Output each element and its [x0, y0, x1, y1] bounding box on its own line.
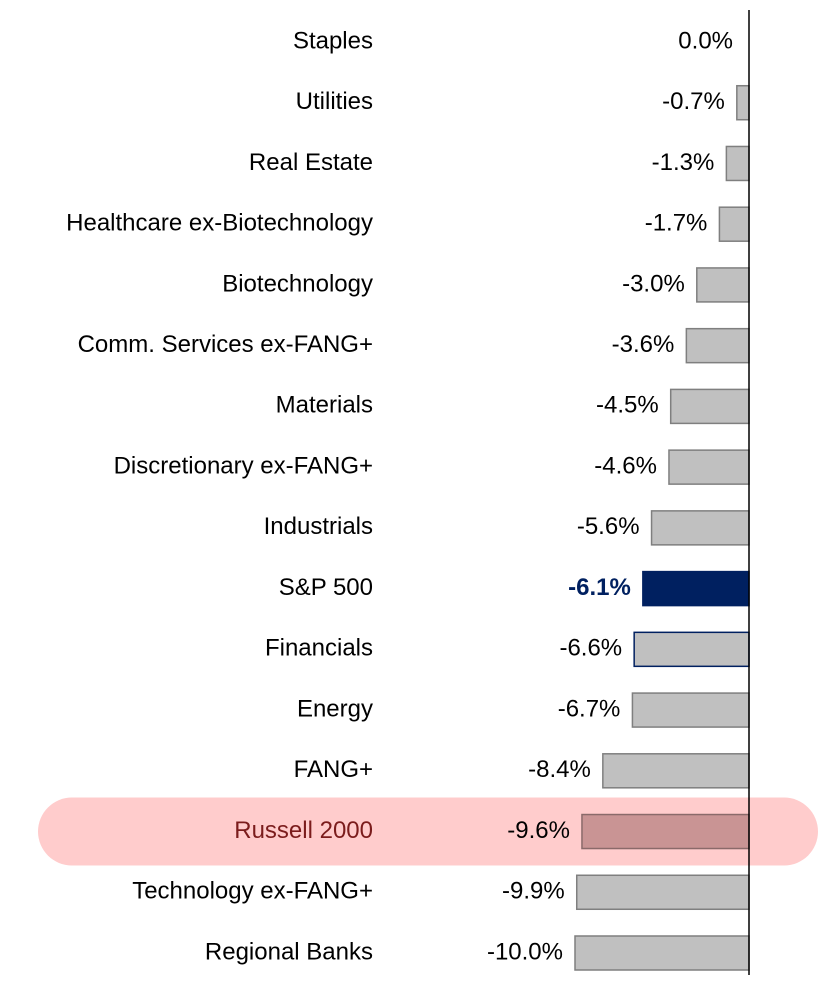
- bar: [725, 145, 750, 182]
- value-label: -4.5%: [596, 392, 659, 419]
- category-label: Comm. Services ex-FANG+: [78, 331, 373, 358]
- bar: [696, 267, 750, 303]
- value-label: -1.7%: [645, 210, 708, 237]
- category-label: Regional Banks: [205, 938, 373, 965]
- bar: [575, 874, 750, 911]
- category-label: S&P 500: [279, 574, 373, 601]
- category-label: Russell 2000: [234, 817, 373, 844]
- bar: [642, 570, 750, 607]
- bar: [602, 753, 750, 789]
- category-label: Real Estate: [249, 149, 373, 176]
- category-label: Materials: [276, 392, 373, 419]
- category-label: Industrials: [264, 513, 373, 540]
- bar: [718, 206, 750, 242]
- bar: [668, 449, 750, 485]
- bar: [574, 935, 750, 971]
- value-label: -6.7%: [558, 695, 621, 722]
- category-label: Technology ex-FANG+: [132, 878, 373, 905]
- bar: [633, 631, 750, 668]
- category-label: Healthcare ex-Biotechnology: [66, 210, 373, 237]
- value-label: -4.6%: [594, 452, 657, 479]
- value-label: -3.6%: [612, 331, 675, 358]
- category-label: Energy: [297, 695, 373, 722]
- bar: [650, 510, 750, 546]
- value-label: -10.0%: [487, 938, 563, 965]
- value-label: -1.3%: [652, 149, 715, 176]
- bar: [736, 84, 750, 121]
- value-label: -8.4%: [528, 756, 591, 783]
- value-label: -9.6%: [507, 817, 570, 844]
- bar: [581, 813, 750, 850]
- value-label: -5.6%: [577, 513, 640, 540]
- value-label: -9.9%: [502, 878, 565, 905]
- category-label: FANG+: [294, 756, 373, 783]
- bar: [685, 327, 750, 364]
- category-label: Biotechnology: [222, 270, 373, 297]
- category-label: Staples: [293, 27, 373, 54]
- category-label: Financials: [265, 635, 373, 662]
- bar: [669, 388, 750, 425]
- value-label: -0.7%: [662, 88, 725, 115]
- value-label: 0.0%: [678, 27, 733, 54]
- category-label: Utilities: [296, 88, 373, 115]
- bar: [631, 692, 750, 728]
- value-label: -6.1%: [568, 574, 631, 601]
- category-label: Discretionary ex-FANG+: [114, 452, 373, 479]
- value-label: -6.6%: [559, 635, 622, 662]
- value-label: -3.0%: [622, 270, 685, 297]
